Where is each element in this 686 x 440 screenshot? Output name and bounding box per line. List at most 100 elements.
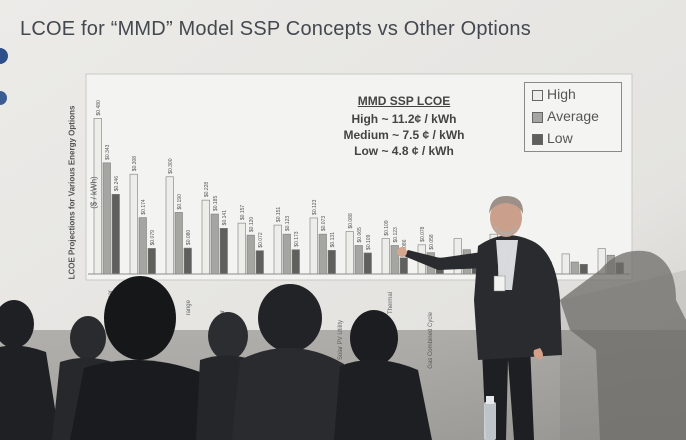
bar-value-label: $0.109	[384, 220, 390, 236]
bar-high	[201, 199, 210, 275]
bar-value-label: $0.109	[366, 234, 372, 250]
bar-value-label: $0.080	[186, 230, 192, 246]
presenter-hand-right	[533, 348, 543, 360]
ssp-low-line: Low ~ 4.8 ¢ / kWh	[354, 144, 454, 158]
bar-value-label: $0.173	[294, 231, 300, 247]
bar-value-label: $0.073	[321, 216, 327, 232]
legend-swatch	[532, 90, 543, 101]
presenter-beard	[494, 224, 518, 236]
bar-value-label: $0.078	[420, 226, 426, 242]
ssp-high-line: High ~ 11.2¢ / kWh	[351, 112, 457, 126]
lanyard	[497, 241, 500, 277]
presenter-hand	[397, 247, 407, 257]
bar-value-label: $0.174	[141, 199, 147, 215]
lanyard-badge	[493, 275, 506, 292]
bar-average	[174, 212, 183, 275]
bar-value-label: $0.308	[132, 156, 138, 172]
audience-body	[334, 359, 432, 440]
university-logo	[0, 48, 8, 105]
bar-high	[381, 238, 390, 275]
bar-value-label: $0.151	[276, 207, 282, 223]
bar-high	[237, 222, 246, 275]
bar-value-label: $0.123	[285, 216, 291, 232]
bar-low	[219, 228, 228, 275]
bar-value-label: $0.190	[177, 194, 183, 210]
bar-high	[309, 217, 318, 275]
audience-head	[70, 316, 106, 360]
bar-value-label: $0.065	[357, 227, 363, 243]
audience-head	[0, 300, 34, 348]
bar-value-label: $0.185	[213, 196, 219, 212]
bar-value-label: $0.343	[105, 144, 111, 160]
water-bottle	[484, 396, 496, 440]
audience-body	[0, 345, 60, 440]
bar-low	[291, 249, 300, 275]
bar-average	[282, 233, 291, 275]
bar-high	[129, 173, 138, 275]
legend-label: Low	[547, 130, 573, 146]
bar-average	[102, 162, 111, 275]
bar-value-label: $0.480	[96, 100, 102, 116]
bar-low	[147, 248, 156, 275]
bar-low	[111, 193, 120, 275]
bar-average	[246, 234, 255, 275]
presenter-hair	[489, 196, 524, 214]
bar-low	[399, 257, 408, 275]
presenter-arm	[404, 250, 486, 270]
legend-swatch	[532, 112, 543, 123]
bar-low	[363, 252, 372, 275]
bar-value-label: $0.228	[204, 182, 210, 198]
y-axis-unit: ($ / kWh)	[89, 176, 99, 209]
legend-label: Average	[547, 108, 599, 124]
bar-value-label: $0.246	[114, 176, 120, 192]
bar-value-label: $0.088	[348, 213, 354, 229]
audience-body	[232, 347, 360, 440]
bar-value-label: $0.120	[249, 217, 255, 233]
bar-average	[318, 233, 327, 275]
lanyard	[502, 241, 515, 277]
ssp-callout-title: MMD SSP LCOE	[357, 94, 451, 108]
bar-low	[327, 250, 336, 275]
audience-head	[104, 276, 176, 360]
bar-low	[579, 263, 588, 275]
category-label: range	[186, 299, 192, 315]
bar-low	[183, 247, 192, 275]
bar-average	[138, 217, 147, 275]
bar-value-label: $0.300	[168, 158, 174, 174]
audience-head	[350, 310, 398, 366]
bar-high	[345, 231, 354, 275]
presenter-jacket	[474, 235, 562, 360]
y-axis-title: LCOE Projections for Various Energy Opti…	[67, 105, 77, 280]
audience-head	[208, 312, 248, 360]
bar-high	[165, 176, 174, 275]
bar-average	[570, 261, 579, 275]
legend-item-average: Average	[525, 107, 621, 127]
presenter-head	[490, 199, 522, 237]
bar-average	[390, 245, 399, 275]
legend-label: High	[547, 86, 576, 102]
bar-low	[255, 250, 264, 275]
bar-high	[273, 224, 282, 275]
bar-value-label: $0.123	[312, 199, 318, 215]
bar-value-label: $0.072	[258, 232, 264, 248]
audience	[0, 276, 432, 440]
audience-body	[70, 359, 216, 440]
legend-swatch	[532, 134, 543, 145]
bar-high	[561, 253, 570, 275]
bar-value-label: $0.058	[429, 234, 435, 250]
ssp-medium-line: Medium ~ 7.5 ¢ / kWh	[343, 128, 465, 142]
bar-value-label: $0.086	[402, 239, 408, 255]
category-label: Thermal	[388, 292, 394, 314]
slide-title: LCOE for “MMD” Model SSP Concepts vs Oth…	[20, 18, 531, 40]
y-axis-label: LCOE Projections for Various Energy Opti…	[62, 106, 99, 288]
bar-value-label: $0.131	[330, 232, 336, 248]
presenter-shadow	[560, 250, 686, 440]
ssp-lcoe-callout: MMD SSP LCOE High ~ 11.2¢ / kWh Medium ~…	[314, 94, 494, 159]
bar-value-label: $0.123	[393, 227, 399, 243]
legend-item-high: High	[525, 85, 621, 105]
bar-value-label: $0.079	[150, 230, 156, 246]
bar-average	[354, 245, 363, 275]
legend-item-low: Low	[525, 129, 621, 149]
chart-legend: High Average Low	[524, 82, 622, 152]
